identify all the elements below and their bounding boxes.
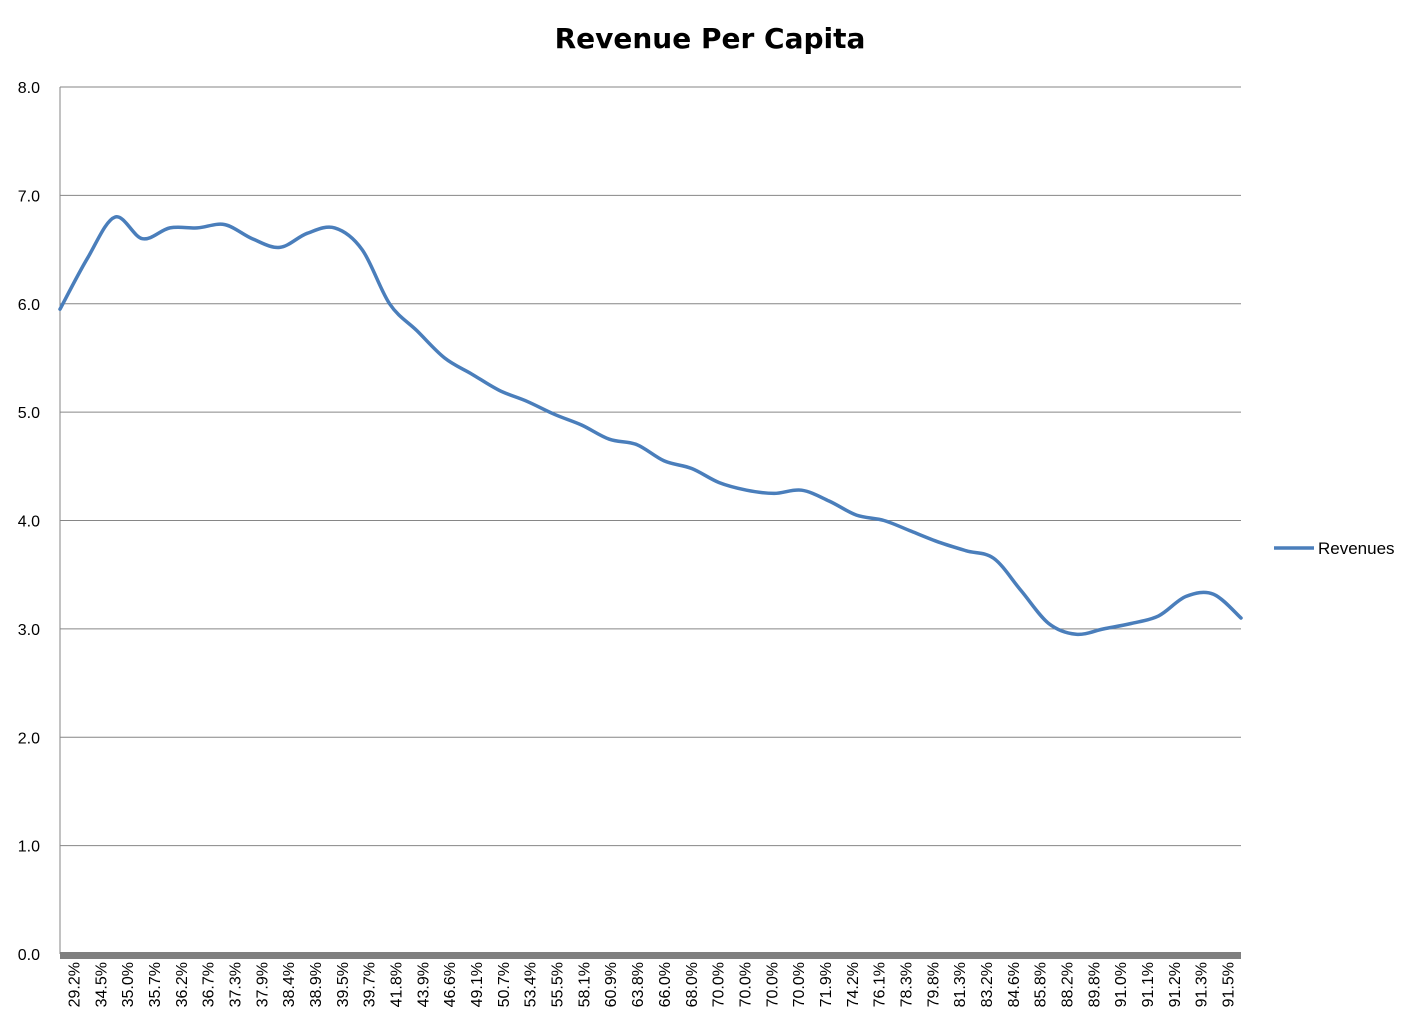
y-tick-label: 8.0	[18, 80, 40, 97]
x-tick-label: 49.1%	[469, 962, 486, 1007]
x-tick-label: 74.2%	[845, 962, 862, 1007]
chart-title: Revenue Per Capita	[554, 22, 866, 55]
x-tick-label: 38.4%	[281, 962, 298, 1007]
legend-label: Revenues	[1318, 539, 1395, 558]
x-tick-label: 41.8%	[389, 962, 406, 1007]
x-tick-label: 29.2%	[66, 962, 83, 1007]
x-tick-label: 35.0%	[120, 962, 137, 1007]
y-axis-tick-labels: 0.0 1.0 2.0 3.0 4.0 5.0 6.0 7.0 8.0	[18, 80, 40, 964]
x-tick-label: 60.9%	[603, 962, 620, 1007]
x-tick-label: 70.0%	[711, 962, 728, 1007]
x-tick-label: 76.1%	[872, 962, 889, 1007]
series-lines	[58, 215, 1243, 637]
x-tick-label: 34.5%	[93, 962, 110, 1007]
x-tick-label: 88.2%	[1060, 962, 1077, 1007]
x-tick-label: 91.0%	[1113, 962, 1130, 1007]
x-tick-label: 43.9%	[415, 962, 432, 1007]
x-tick-label: 71.9%	[818, 962, 835, 1007]
x-tick-label: 37.9%	[254, 962, 271, 1007]
y-tick-label: 1.0	[18, 839, 40, 856]
x-tick-label: 50.7%	[496, 962, 513, 1007]
x-tick-label: 53.4%	[523, 962, 540, 1007]
series-line-revenues	[58, 215, 1243, 637]
x-tick-label: 91.3%	[1194, 962, 1211, 1007]
x-axis-line	[60, 952, 1241, 959]
y-tick-label: 3.0	[18, 622, 40, 639]
y-tick-label: 0.0	[18, 947, 40, 964]
x-tick-label: 39.5%	[335, 962, 352, 1007]
x-tick-label: 63.8%	[630, 962, 647, 1007]
gridlines	[59, 86, 1241, 959]
x-tick-label: 66.0%	[657, 962, 674, 1007]
legend: Revenues	[1274, 539, 1395, 558]
y-tick-label: 7.0	[18, 188, 40, 205]
x-tick-label: 70.0%	[737, 962, 754, 1007]
x-tick-label: 78.3%	[898, 962, 915, 1007]
x-tick-label: 84.6%	[1006, 962, 1023, 1007]
y-tick-label: 4.0	[18, 514, 40, 531]
x-tick-label: 38.9%	[308, 962, 325, 1007]
x-tick-label: 68.0%	[684, 962, 701, 1007]
x-axis-tick-labels: 29.2% 34.5% 35.0% 35.7% 36.2% 36.7% 37.3% 37.9%…	[66, 962, 1237, 1007]
x-tick-label: 39.7%	[362, 962, 379, 1007]
x-tick-label: 58.1%	[576, 962, 593, 1007]
x-tick-label: 83.2%	[979, 962, 996, 1007]
x-tick-label: 91.2%	[1167, 962, 1184, 1007]
y-tick-label: 6.0	[18, 297, 40, 314]
y-tick-label: 2.0	[18, 730, 40, 747]
x-tick-label: 85.8%	[1033, 962, 1050, 1007]
x-tick-label: 81.3%	[952, 962, 969, 1007]
x-tick-label: 91.5%	[1221, 962, 1238, 1007]
x-tick-label: 89.8%	[1086, 962, 1103, 1007]
x-tick-label: 91.1%	[1140, 962, 1157, 1007]
x-tick-label: 70.0%	[791, 962, 808, 1007]
x-tick-label: 35.7%	[147, 962, 164, 1007]
x-tick-label: 36.7%	[201, 962, 218, 1007]
x-tick-label: 79.8%	[925, 962, 942, 1007]
x-tick-label: 37.3%	[227, 962, 244, 1007]
x-tick-label: 55.5%	[550, 962, 567, 1007]
x-tick-label: 46.6%	[442, 962, 459, 1007]
y-tick-label: 5.0	[18, 405, 40, 422]
x-tick-label: 70.0%	[764, 962, 781, 1007]
x-tick-label: 36.2%	[174, 962, 191, 1007]
